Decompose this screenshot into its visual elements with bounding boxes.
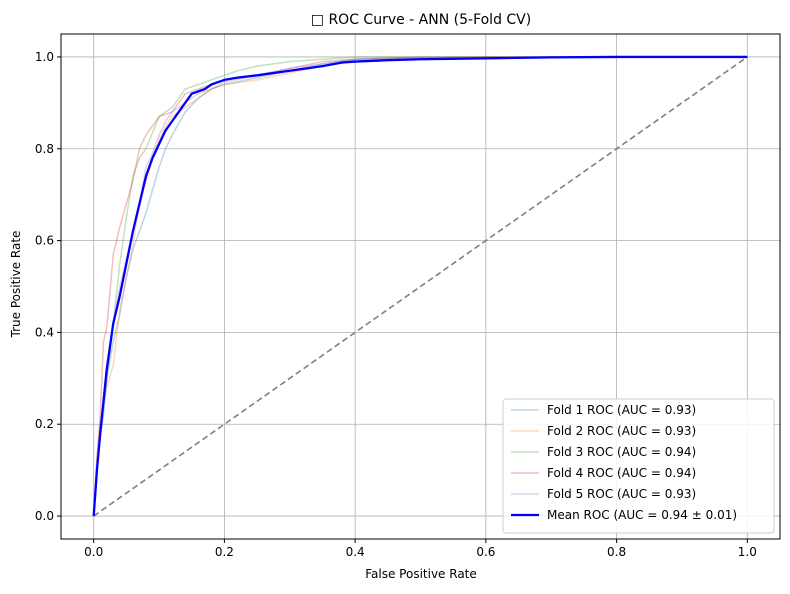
tick-labels: 0.0 0.2 0.4 0.6 0.8 1.0 0.0 0.2 0.4 0.6 0.8 1.0 — [35, 50, 757, 559]
y-tick-label-2: 0.4 — [35, 325, 54, 339]
legend-box — [502, 398, 775, 534]
fold-3-roc-line — [92, 56, 748, 517]
legend-label-4: Fold 4 ROC (AUC = 0.94) — [547, 466, 696, 480]
y-tick-label-3: 0.6 — [35, 234, 54, 248]
legend-label-6: Mean ROC (AUC = 0.94 ± 0.01) — [547, 508, 737, 522]
y-axis-label: True Positive Rate — [9, 231, 23, 339]
y-tick-label-5: 1.0 — [35, 50, 54, 64]
chance-diagonal-line — [93, 56, 748, 517]
x-tick-label-3: 0.6 — [476, 545, 495, 559]
y-tick-label-1: 0.2 — [35, 417, 54, 431]
axes — [57, 33, 781, 543]
x-tick-label-2: 0.4 — [346, 545, 365, 559]
legend: Fold 1 ROC (AUC = 0.93) Fold 2 ROC (AUC =… — [502, 398, 775, 534]
x-tick-label-5: 1.0 — [738, 545, 757, 559]
legend-label-5: Fold 5 ROC (AUC = 0.93) — [547, 487, 696, 501]
y-tick-label-0: 0.0 — [35, 509, 54, 523]
x-tick-label-0: 0.0 — [84, 545, 103, 559]
reference-line-layer — [93, 56, 748, 517]
mean-roc-line — [92, 55, 748, 517]
legend-label-3: Fold 3 ROC (AUC = 0.94) — [547, 445, 696, 459]
x-tick-label-4: 0.8 — [607, 545, 626, 559]
chart-title: □ ROC Curve - ANN (5-Fold CV) — [311, 12, 531, 28]
x-axis-label: False Positive Rate — [365, 567, 477, 581]
fold-4-roc-line — [92, 56, 748, 517]
y-tick-label-4: 0.8 — [35, 142, 54, 156]
x-tick-label-1: 0.2 — [215, 545, 234, 559]
fold-1-roc-line — [92, 56, 748, 517]
series-layer — [92, 55, 748, 517]
plot-frame — [60, 33, 781, 540]
legend-label-1: Fold 1 ROC (AUC = 0.93) — [547, 403, 696, 417]
legend-label-2: Fold 2 ROC (AUC = 0.93) — [547, 424, 696, 438]
grid — [61, 34, 780, 539]
